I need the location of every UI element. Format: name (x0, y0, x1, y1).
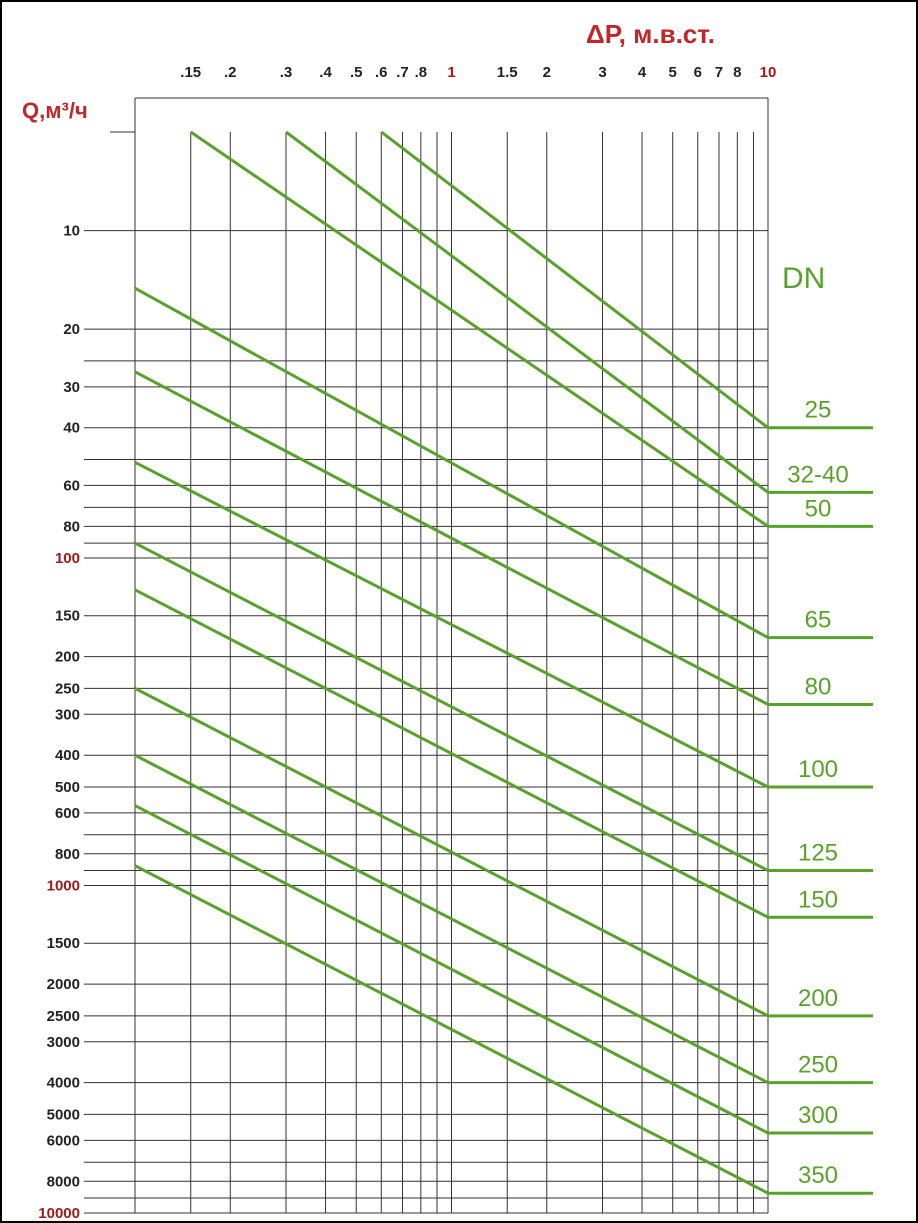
x-tick-label: 6 (694, 64, 702, 81)
series-line-dn-80 (134, 370, 873, 706)
series-line-dn-25 (380, 130, 873, 430)
dn-legend-title: DN (782, 262, 825, 295)
y-tick-labels: 10 20 30 40 60 80 100 150 200 250 300 400 500 600 800 1… (38, 223, 80, 1222)
dn-label: 80 (805, 673, 832, 700)
y-tick-label: 8000 (47, 1173, 80, 1190)
y-tick-label: 200 (55, 649, 80, 666)
y-tick-label: 1000 (47, 878, 80, 895)
y-tick-label: 100 (55, 550, 80, 567)
y-tick-label: 250 (55, 680, 80, 697)
y-tick-label: 1500 (47, 935, 80, 952)
dn-label: 100 (798, 756, 838, 783)
y-tick-label: 4000 (47, 1075, 80, 1092)
series-line-dn-32-40 (285, 130, 873, 494)
y-tick-label: 150 (55, 608, 80, 625)
x-tick-label: 1.5 (497, 64, 518, 81)
series-line-dn-350 (134, 864, 873, 1195)
series-line-dn-65 (134, 286, 873, 640)
y-tick-label: 2000 (47, 976, 80, 993)
x-tick-label: .4 (319, 64, 332, 81)
x-tick-label: 8 (733, 64, 741, 81)
y-tick-label: 2500 (47, 1008, 80, 1025)
series-lines (134, 130, 873, 1195)
y-tick-label: 30 (63, 379, 80, 396)
series-line-dn-200 (134, 687, 873, 1018)
series-line-dn-125 (134, 541, 873, 873)
y-tick-label: 80 (63, 518, 80, 535)
y-tick-label: 10 (63, 223, 80, 240)
x-tick-label: 1 (447, 64, 455, 81)
y-tick-label: 20 (63, 321, 80, 338)
dn-label: 200 (798, 985, 838, 1012)
y-tick-label: 40 (63, 420, 80, 437)
dn-label: 150 (798, 886, 838, 913)
dn-label: 250 (798, 1052, 838, 1079)
series-line-dn-50 (189, 130, 873, 528)
series-line-dn-250 (134, 753, 873, 1085)
x-axis-title: ΔP, м.в.ст. (586, 19, 715, 49)
y-tick-label: 400 (55, 747, 80, 764)
y-tick-label: 5000 (47, 1106, 80, 1123)
x-tick-label: .3 (280, 64, 293, 81)
x-tick-label: 3 (598, 64, 606, 81)
dn-label: 50 (805, 495, 832, 522)
series-line-dn-300 (134, 804, 873, 1135)
dn-label: 65 (805, 607, 832, 634)
y-tick-label: 60 (63, 477, 80, 494)
grid (84, 97, 769, 1214)
y-tick-label: 10000 (38, 1205, 80, 1222)
x-tick-label: .2 (224, 64, 237, 81)
x-tick-label: 10 (760, 64, 777, 81)
y-tick-label: 800 (55, 846, 80, 863)
x-tick-labels: .15 .2 .3 .4 .5 .6 .7 .8 1 1.5 2 3 4 5 6 7 8 10 (180, 64, 776, 81)
dn-label: 32-40 (787, 461, 848, 488)
x-tick-label: .5 (350, 64, 363, 81)
y-tick-label: 3000 (47, 1034, 80, 1051)
x-tick-label: .7 (396, 64, 409, 81)
series-line-dn-150 (134, 588, 873, 919)
y-tick-label: 6000 (47, 1132, 80, 1149)
x-tick-label: .8 (415, 64, 428, 81)
x-tick-label: .15 (180, 64, 201, 81)
y-tick-label: 600 (55, 805, 80, 822)
x-tick-label: .6 (375, 64, 388, 81)
dn-label: 125 (798, 840, 838, 867)
x-tick-label: 4 (638, 64, 647, 81)
series-line-dn-100 (134, 460, 873, 789)
dn-label: 350 (798, 1162, 838, 1189)
y-tick-label: 500 (55, 779, 80, 796)
x-tick-label: 5 (669, 64, 677, 81)
dn-labels: 25 32-40 50 65 80 100 125 150 200 250 300 350 (787, 397, 848, 1189)
x-tick-label: 2 (543, 64, 551, 81)
x-tick-label: 7 (715, 64, 723, 81)
y-tick-label: 300 (55, 706, 80, 723)
y-axis-title: Q,м³/ч (22, 98, 88, 123)
dn-label: 25 (805, 397, 832, 424)
dn-label: 300 (798, 1102, 838, 1129)
